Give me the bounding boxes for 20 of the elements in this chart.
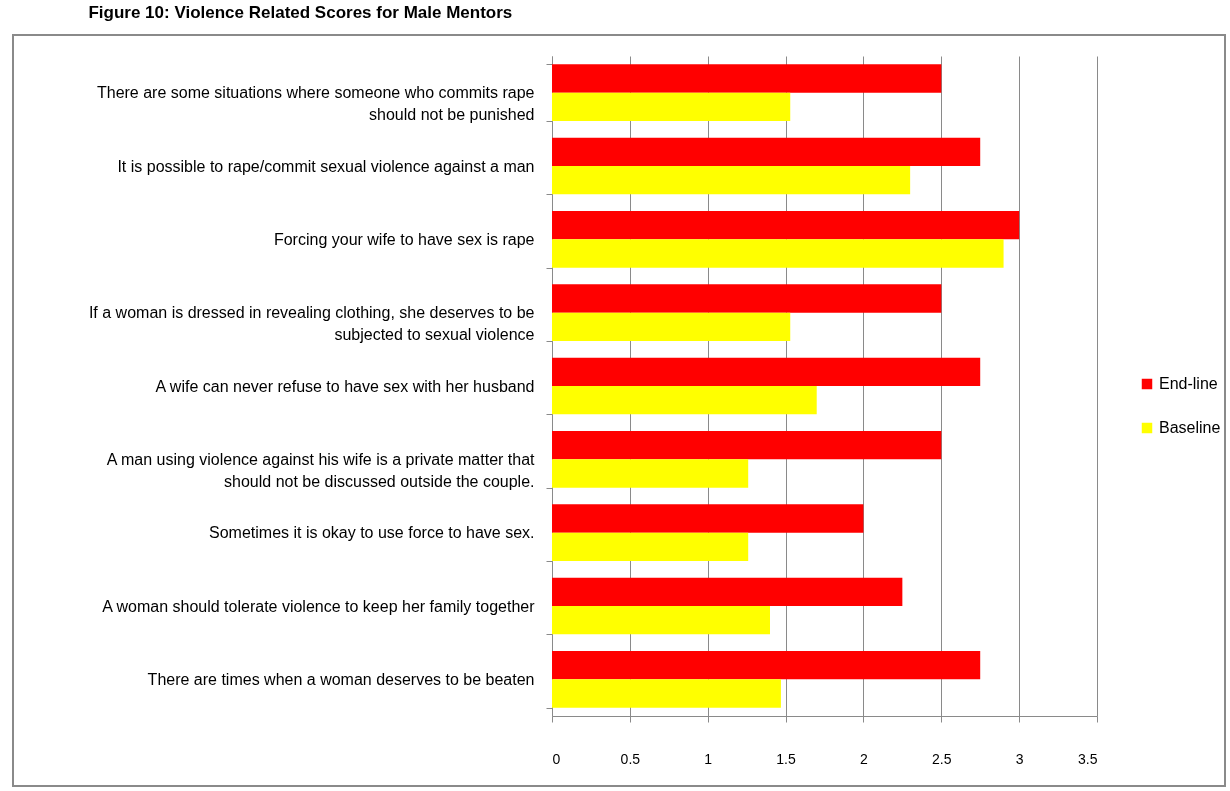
legend-label: Baseline xyxy=(1159,419,1221,436)
x-tick-label: 0 xyxy=(552,750,561,767)
x-tick-label: 1.5 xyxy=(776,750,797,767)
y-tick-label: A woman should tolerate violence to keep her family together xyxy=(102,597,536,615)
y-tick-label: There are some situations where someone who commits rape should not be punished xyxy=(96,84,535,124)
x-tick-label: 2 xyxy=(860,750,869,767)
x-tick-label: 1 xyxy=(704,750,713,767)
legend-label: End-line xyxy=(1159,375,1218,392)
text: Figure 10: Violence Related Scores for Male Mentors xyxy=(88,3,513,22)
y-tick-label: A man using violence against his wife is a private matter that should not be discussed outside the couple. xyxy=(106,450,536,490)
y-tick-label: Sometimes it is okay to use force to have sex. xyxy=(209,524,535,542)
y-tick-label: It is possible to rape/commit sexual violence against a man xyxy=(117,157,535,175)
x-tick-label: 2.5 xyxy=(932,750,952,767)
x-tick-label: 3 xyxy=(1015,750,1024,767)
x-tick-label: 0.5 xyxy=(620,750,641,767)
y-tick-label: If a woman is dressed in revealing clothing, she deserves to be subjected to sexual violence xyxy=(88,304,535,344)
y-tick-label: A wife can never refuse to have sex with her husband xyxy=(155,377,535,395)
y-tick-label: There are times when a woman deserves to be beaten xyxy=(147,670,535,688)
y-tick-label: Forcing your wife to have sex is rape xyxy=(273,230,535,248)
x-tick-label: 3.5 xyxy=(1078,750,1098,767)
